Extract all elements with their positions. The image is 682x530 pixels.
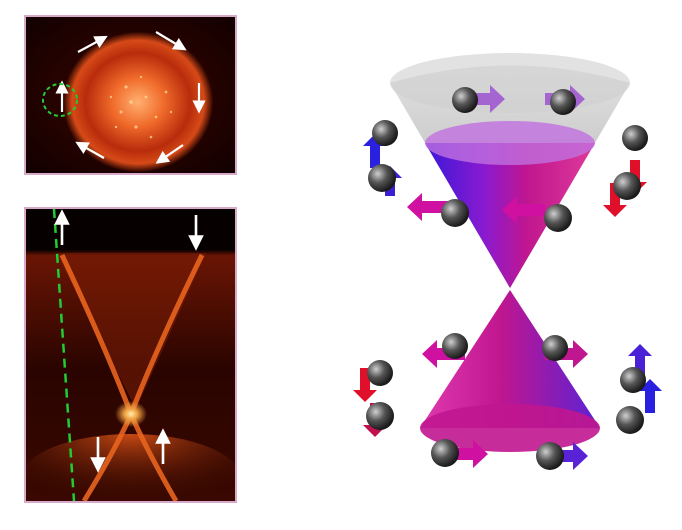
guide-line — [52, 209, 76, 501]
spin-arrow-icon — [353, 368, 377, 402]
dirac-cone-icon — [353, 53, 662, 470]
upper-cone-fill — [56, 253, 206, 409]
spin-arrow-icon — [545, 442, 588, 470]
spin-arrow-icon — [465, 85, 505, 113]
spin-arrows — [55, 31, 206, 164]
intensity-speckle — [109, 75, 173, 139]
fermi-surface-image — [26, 17, 235, 173]
upper-spin-ring — [363, 85, 648, 232]
spin-arrow-icon — [155, 144, 184, 164]
lower-cone — [420, 290, 600, 428]
bulk-band — [26, 434, 235, 501]
lower-spin-ring — [353, 333, 662, 470]
spin-arrow-icon — [502, 196, 545, 224]
upper-cone-rim — [390, 53, 630, 113]
lower-cone-base — [420, 404, 600, 452]
spin-arrow-icon — [75, 141, 105, 159]
spin-arrow-icon — [445, 440, 488, 468]
spin-arrow-icon — [628, 344, 652, 378]
dispersion-image — [26, 209, 235, 501]
spin-arrow-icon — [77, 35, 108, 53]
spin-arrow-icon — [638, 379, 662, 413]
fermi-surface-panel — [24, 15, 237, 175]
spin-arrow-icon — [422, 340, 465, 368]
spin-arrow-icon — [155, 31, 187, 51]
spin-arrows — [54, 209, 204, 473]
spin-arrow-icon — [603, 183, 627, 217]
dispersion-panel — [24, 207, 237, 503]
upper-cone-top — [425, 121, 595, 165]
dirac-point — [115, 401, 147, 427]
spin-arrow-icon — [407, 193, 450, 221]
fermi-surface-ring — [63, 32, 213, 172]
highlight-circle — [42, 83, 78, 117]
